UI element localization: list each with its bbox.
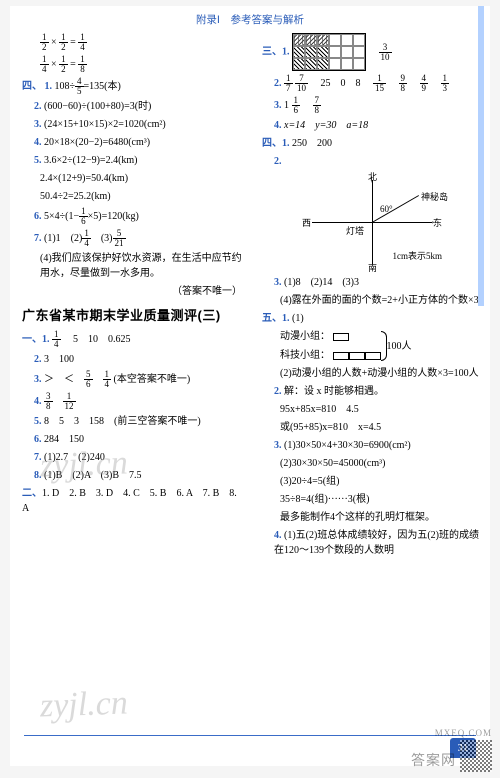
l5b: 2.4×(12+9)=50.4(km) [22, 171, 242, 186]
l7c: (4)我们应该保护好饮水资源，在生活中应节约用水，尽量做到一水多用。 [22, 251, 242, 281]
l5a: 5. 3.6×2÷(12−9)=2.4(km) [22, 153, 242, 168]
r-i2: 2. 17 710 25 0 8 115 98 49 13 [262, 74, 482, 93]
y1-7: 7. (1)2.7 (2)240 [22, 450, 242, 465]
y1-1: 一、1. 14 5 10 0.625 [22, 330, 242, 349]
r-sec5: 五、1. (1) [262, 311, 482, 326]
l2: 2. (600−60)÷(100+80)=3(时) [22, 99, 242, 114]
v3d: 35÷8=4(组)······3(根) [262, 492, 482, 507]
v2b: 95x+85x=810 4.5 [262, 402, 482, 417]
fraction-grid [292, 33, 366, 71]
equation-1: 12 × 12 = 14 [22, 33, 242, 52]
y1-2: 2. 3 100 [22, 352, 242, 367]
l3: 3. (24×15+10×15)×2=1020(cm²) [22, 117, 242, 132]
r-sec3: 三、1. 310 [262, 33, 482, 71]
l4: 4. 20×18×(20−2)=6480(cm³) [22, 135, 242, 150]
compass-diagram: 北 南 西 东 灯塔 60° 神秘岛 1cm表示5km [302, 172, 442, 272]
page-edge [478, 6, 484, 306]
r-sec4: 四、1. 250 200 [262, 136, 482, 151]
y1-4: 4. 38 112 [22, 392, 242, 411]
v3a: 3. (1)30×50×4+30×30=6900(cm²) [262, 438, 482, 453]
y1-8: 8. (1)B (2)A (3)B 7.5 [22, 468, 242, 483]
l6: 6. 5×4÷(1−16×5)=120(kg) [22, 207, 242, 226]
v3c: (3)20÷4=5(组) [262, 474, 482, 489]
y2: 二、1. D 2. B 3. D 4. C 5. B 6. A 7. B 8. … [22, 486, 242, 516]
r-i4: 4. x=14 y=30 a=18 [262, 118, 482, 133]
l7d: （答案不唯一） [22, 284, 242, 299]
page-header: 附录Ⅰ 参考答案与解析 [10, 12, 490, 27]
test-title: 广东省某市期末学业质量测评(三) [22, 305, 242, 324]
v3e: 最多能制作4个这样的孔明灯框架。 [262, 510, 482, 525]
l5c: 50.4÷2=25.2(km) [22, 189, 242, 204]
qr-code [460, 740, 492, 772]
sec-4: 四、 1. 108÷45=135(本) [22, 77, 242, 96]
equation-2: 14 × 12 = 18 [22, 55, 242, 74]
v2c: 或(95+85)x=810 x=4.5 [262, 420, 482, 435]
v4: 4. (1)五(2)班总体成绩较好，因为五(2)班的成绩在120～139个数段的… [262, 528, 482, 558]
r-3b: (4)露在外面的面的个数=2+小正方体的个数×3 [262, 293, 482, 308]
y1-5: 5. 8 5 3 158 (前三空答案不唯一) [22, 414, 242, 429]
wm-url: MXEQ.COM [435, 728, 492, 738]
r-i3: 3. 1 16 78 [262, 96, 482, 115]
y1-6: 6. 284 150 [22, 432, 242, 447]
v3b: (2)30×30×50=45000(cm³) [262, 456, 482, 471]
v1b: (2)动漫小组的人数+动漫小组的人数×3=100人 [262, 366, 482, 381]
footer-rule [24, 735, 476, 736]
l7: 7. (1)1 (2)14 (3)521 [22, 229, 242, 248]
y1-3: 3. ＞ ＜ 56 14 (本空答案不唯一) [22, 370, 242, 389]
wm-corner: 答案网 [411, 750, 456, 770]
r-3a: 3. (1)8 (2)14 (3)3 [262, 275, 482, 290]
r-2: 2. [262, 154, 482, 169]
group-diagram: 动漫小组： 科技小组： 100人 [262, 329, 482, 363]
v2: 2. 解：设 x 时能够相遇。 [262, 384, 482, 399]
